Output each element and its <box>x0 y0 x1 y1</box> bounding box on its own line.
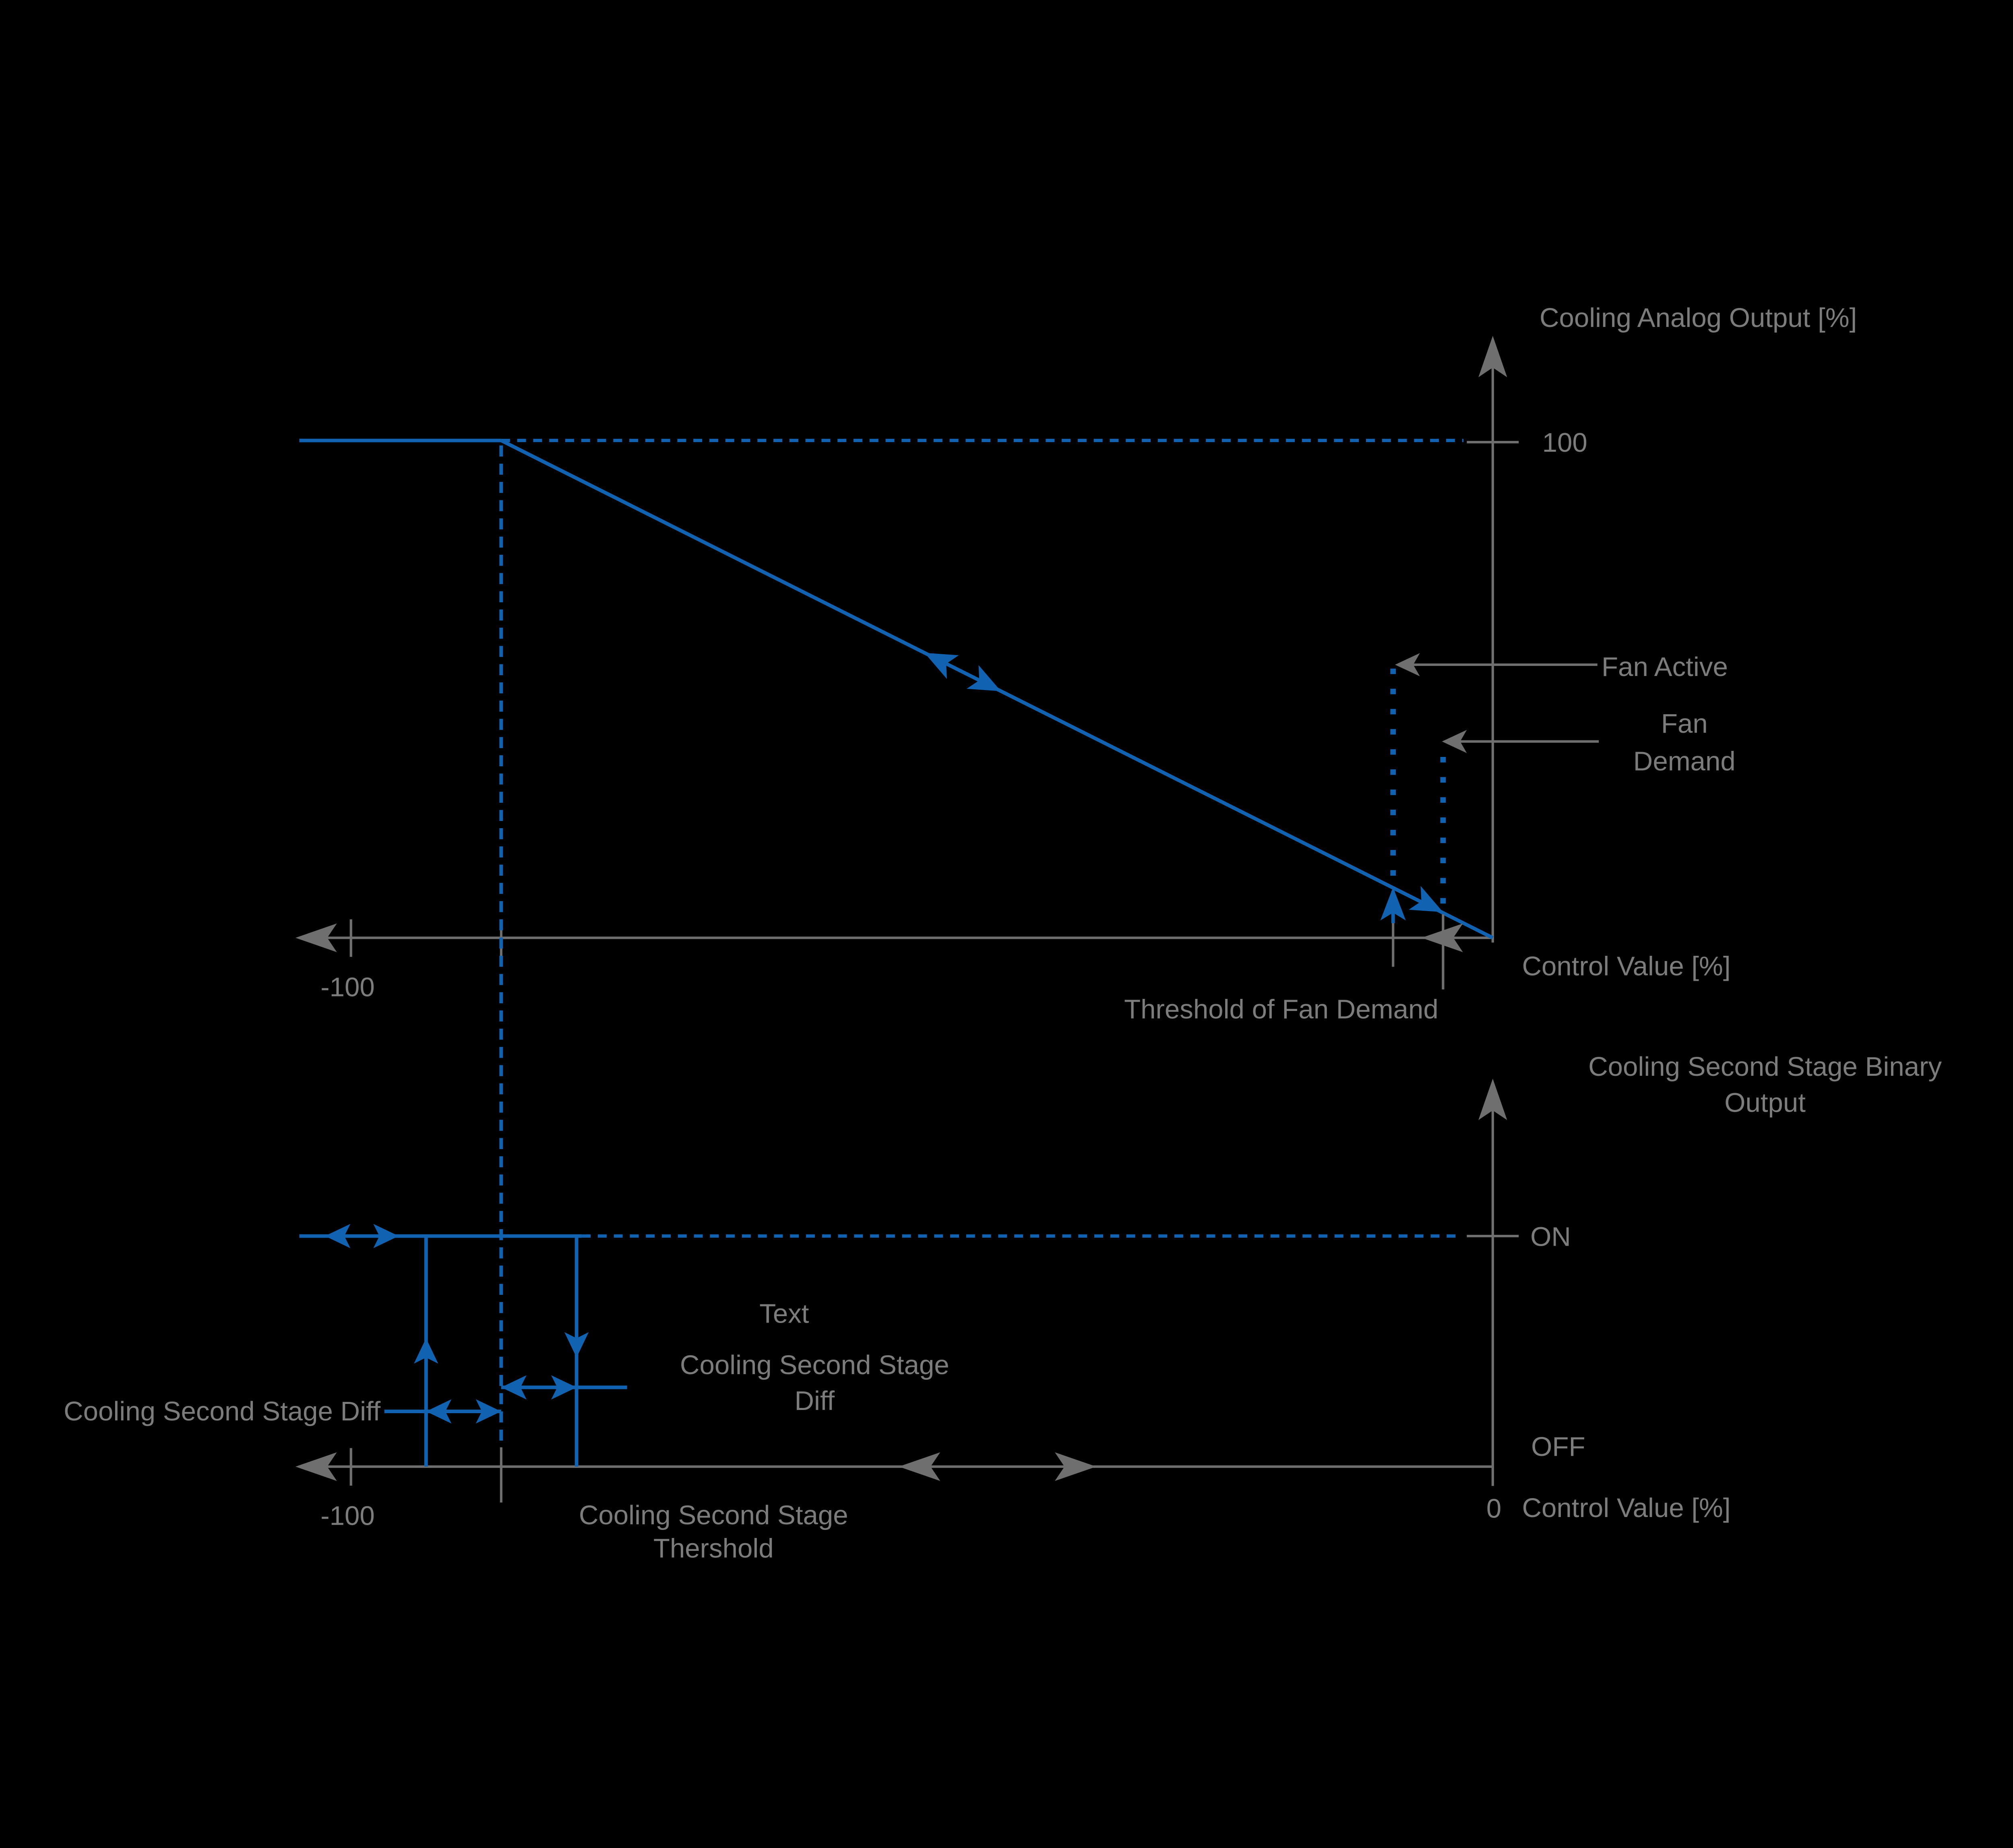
off-label: OFF <box>1531 1432 1585 1462</box>
bottom-threshold-label-line2: Thershold <box>653 1533 774 1563</box>
diff-right-label-line1: Cooling Second Stage <box>680 1350 949 1380</box>
bottom-x-tick-label-minus100: -100 <box>320 1501 375 1531</box>
bottom-x-axis-arrow-left-icon <box>295 1452 337 1481</box>
diff-left-arrow-right-icon <box>475 1399 501 1424</box>
fan-active-callout-arrow-icon <box>1395 653 1420 676</box>
bottom-threshold-label-line1: Cooling Second Stage <box>579 1500 848 1530</box>
bottom-chart: Cooling Second Stage Binary Output ON OF… <box>64 1052 1942 1563</box>
top-y-axis-arrow-up-icon <box>1478 336 1507 377</box>
bottom-axis-direction-arrow-right-icon <box>1055 1452 1096 1481</box>
top-x-tick-label-minus100: -100 <box>320 972 375 1003</box>
bottom-title-line2: Output <box>1724 1087 1806 1118</box>
threshold-of-fan-demand-label: Threshold of Fan Demand <box>1124 994 1438 1024</box>
diff-right-arrow-left-icon <box>501 1375 527 1400</box>
top-y-tick-label-100: 100 <box>1542 428 1587 458</box>
top-y-axis-title: Cooling Analog Output [%] <box>1540 303 1857 333</box>
ramp-arrow-downright-icon <box>967 665 1001 691</box>
bottom-y-axis-arrow-up-icon <box>1478 1079 1507 1120</box>
on-line-arrow-left-icon <box>325 1224 351 1249</box>
bottom-x-tick-label-0: 0 <box>1486 1493 1501 1523</box>
bottom-x-axis-title: Control Value [%] <box>1522 1493 1731 1523</box>
bottom-axis-direction-arrow-left-icon <box>899 1452 940 1481</box>
fan-demand-label-line1: Fan <box>1661 709 1708 739</box>
diff-left-label: Cooling Second Stage Diff <box>64 1396 380 1426</box>
top-x-axis-title: Control Value [%] <box>1522 951 1731 981</box>
fan-active-label: Fan Active <box>1602 652 1728 682</box>
switch-off-down-arrow-icon <box>564 1332 589 1358</box>
bottom-title-line1: Cooling Second Stage Binary <box>1588 1052 1942 1082</box>
text-label: Text <box>759 1298 809 1329</box>
on-label: ON <box>1530 1222 1571 1252</box>
on-line-arrow-right-icon <box>373 1224 399 1249</box>
switch-on-up-arrow-icon <box>414 1338 438 1364</box>
fan-demand-ramp-arrow-icon <box>1409 886 1443 912</box>
ramp-arrow-upleft-icon <box>924 653 959 679</box>
top-x-axis-arrow-left-icon <box>295 923 337 952</box>
top-chart: Cooling Analog Output [%] 100 -100 Fan A… <box>295 303 1857 1447</box>
diff-left-arrow-left-icon <box>426 1399 452 1424</box>
diff-right-arrow-right-icon <box>551 1375 577 1400</box>
diff-right-label-line2: Diff <box>795 1386 835 1416</box>
fan-demand-callout-arrow-icon <box>1442 730 1467 753</box>
fan-demand-label-line2: Demand <box>1633 746 1736 777</box>
fan-active-up-arrow-icon <box>1380 887 1406 921</box>
